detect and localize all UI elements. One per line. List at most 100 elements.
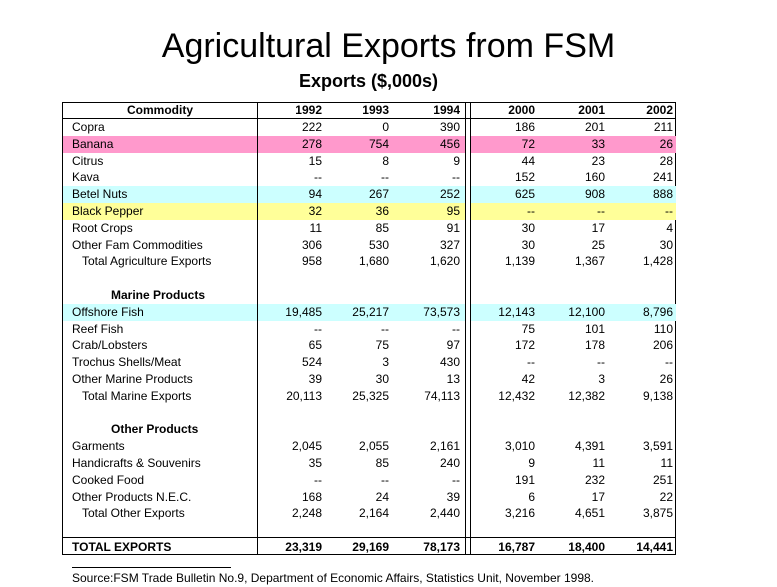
value-cell: 252 [439, 187, 460, 202]
value-cell: 240 [439, 456, 460, 470]
grand-total-label: TOTAL EXPORTS [72, 540, 172, 554]
value-cell: 958 [301, 254, 322, 269]
value-cell: -- [597, 355, 605, 370]
value-cell: 73,573 [423, 304, 460, 319]
value-cell: 430 [439, 355, 460, 370]
value-cell: 30 [521, 237, 535, 252]
value-cell: 3 [382, 355, 389, 370]
commodity-label: Crab/Lobsters [72, 338, 148, 353]
value-cell: 33 [591, 136, 605, 151]
value-cell: 91 [446, 220, 460, 235]
value-cell: 15 [308, 153, 322, 168]
header-year: 2000 [508, 103, 535, 117]
value-cell: 25,217 [352, 304, 389, 319]
value-cell: 9 [453, 153, 460, 168]
table-row: Other Products N.E.C. 168 24 39 6 17 22 [63, 489, 675, 506]
value-cell: 44 [521, 153, 535, 168]
row-highlight [63, 135, 257, 153]
value-cell: 23 [591, 153, 605, 168]
value-cell: 8 [382, 153, 389, 168]
column-divider [470, 103, 471, 554]
header-year: 2001 [578, 103, 605, 117]
value-cell: -- [597, 204, 605, 218]
commodity-label: Black Pepper [72, 204, 144, 218]
value-cell: -- [452, 472, 460, 487]
table-row: Citrus 15 8 9 44 23 28 [63, 153, 675, 170]
table-row: Trochus Shells/Meat 524 3 430 -- -- -- [63, 354, 675, 371]
value-cell: -- [381, 472, 389, 487]
section-title: Marine Products [111, 288, 206, 302]
column-divider [465, 103, 466, 554]
value-cell: 3 [598, 372, 605, 386]
exports-table: Commodity 1992 1993 1994 2000 2001 2002 … [62, 102, 676, 555]
table-row: Handicrafts & Souvenirs 35 85 240 9 11 11 [63, 455, 675, 472]
value-cell: 11 [309, 220, 322, 235]
value-cell: 754 [368, 136, 389, 151]
value-cell: 178 [584, 338, 605, 353]
header-commodity: Commodity [127, 103, 193, 117]
value-cell: 39 [446, 489, 460, 504]
value-cell: 0 [382, 120, 389, 134]
value-cell: 8,796 [642, 304, 673, 319]
value-cell: 19,485 [285, 304, 322, 319]
commodity-label: Other Products N.E.C. [72, 489, 192, 504]
row-highlight [258, 186, 465, 203]
value-cell: 12,143 [498, 304, 535, 319]
value-cell: 65 [308, 338, 322, 353]
value-cell: 241 [652, 170, 673, 185]
row-highlight [471, 135, 676, 153]
value-cell: 1,139 [504, 254, 535, 269]
row-highlight [258, 303, 465, 321]
value-cell: 9,138 [642, 388, 673, 403]
table-row: Crab/Lobsters 65 75 97 172 178 206 [63, 337, 675, 354]
value-cell: 530 [368, 237, 389, 252]
value-cell: 30 [659, 237, 673, 252]
value-cell: 4 [666, 220, 673, 235]
row-highlight [63, 186, 257, 203]
commodity-label: Total Other Exports [82, 506, 185, 521]
value-cell: 908 [584, 187, 605, 202]
value-cell: 327 [439, 237, 460, 252]
value-cell: 72 [521, 136, 535, 151]
value-cell: 17 [591, 220, 605, 235]
value-cell: 30 [375, 372, 389, 386]
commodity-label: Kava [72, 170, 100, 185]
subtotal-row: Total Agriculture Exports 958 1,680 1,620 1,… [63, 253, 675, 270]
value-cell: 3,591 [642, 439, 673, 454]
table-row: Other Marine Products 39 30 13 42 3 26 [63, 371, 675, 388]
value-cell: 26 [659, 136, 673, 151]
value-cell: 13 [446, 372, 460, 386]
commodity-label: Copra [72, 120, 105, 134]
value-cell: 1,367 [574, 254, 605, 269]
commodity-label: Citrus [72, 153, 104, 168]
section-title: Other Products [111, 422, 199, 437]
value-cell: -- [314, 321, 322, 336]
commodity-label: Trochus Shells/Meat [72, 355, 181, 370]
value-cell: 222 [301, 120, 322, 134]
row-highlight [63, 203, 257, 220]
source-note: Source:FSM Trade Bulletin No.9, Departme… [72, 571, 595, 585]
value-cell: 2,055 [358, 439, 389, 454]
value-cell: 152 [514, 170, 535, 185]
value-cell: 9 [528, 456, 535, 470]
value-cell: -- [452, 321, 460, 336]
grand-total-value: 16,787 [498, 540, 535, 554]
value-cell: 85 [375, 456, 389, 470]
grand-total-value: 18,400 [568, 540, 605, 554]
header-divider [63, 118, 675, 119]
commodity-label: Root Crops [72, 220, 133, 235]
commodity-label: Reef Fish [72, 321, 124, 336]
value-cell: -- [665, 204, 673, 218]
table-header-row: Commodity 1992 1993 1994 2000 2001 2002 [63, 102, 675, 119]
value-cell: 232 [584, 472, 605, 487]
row-highlight [471, 186, 676, 203]
value-cell: 456 [439, 136, 460, 151]
value-cell: 4,651 [574, 506, 605, 521]
value-cell: 28 [659, 153, 673, 168]
commodity-label: Offshore Fish [72, 304, 144, 319]
value-cell: 24 [375, 489, 389, 504]
table-row: Banana 278 754 456 72 33 26 [63, 135, 676, 153]
commodity-label: Total Marine Exports [82, 388, 192, 403]
value-cell: 32 [308, 204, 322, 218]
value-cell: -- [665, 355, 673, 370]
